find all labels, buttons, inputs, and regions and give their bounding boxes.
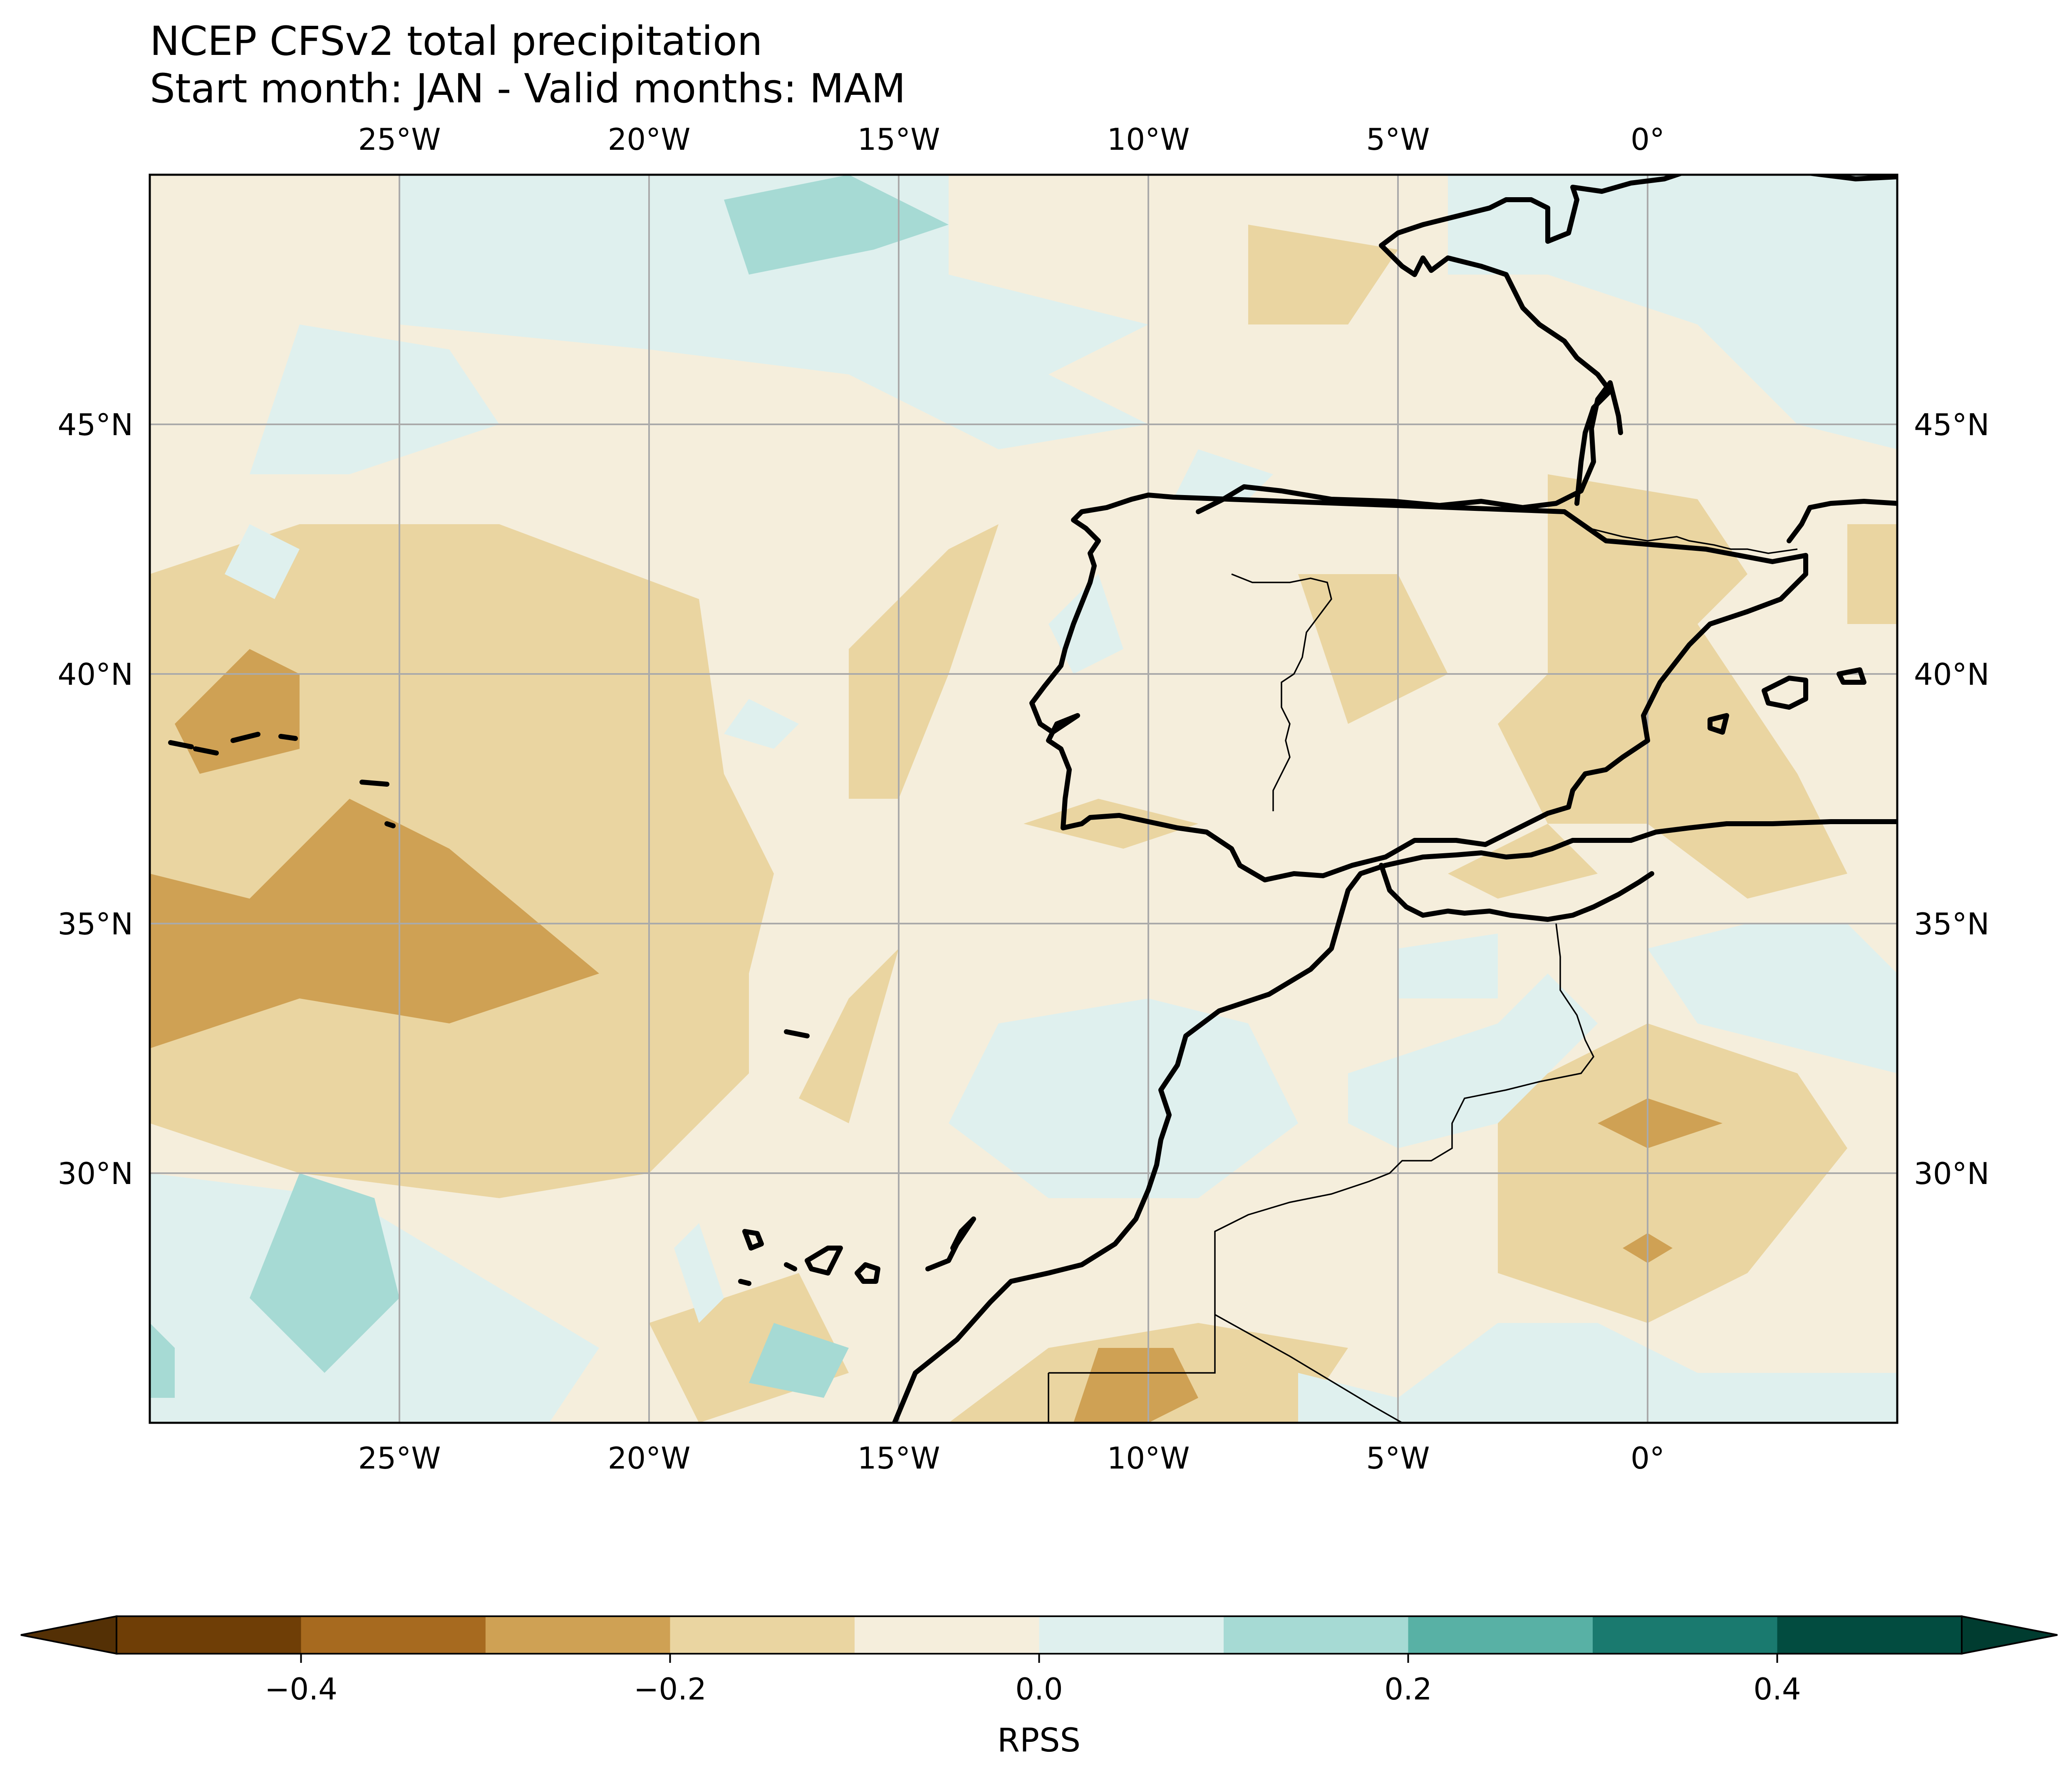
- skill-region-2-4: [1448, 175, 1897, 449]
- colorbar-segment: [855, 1616, 1039, 1654]
- mallorca: [1762, 676, 1808, 710]
- national-borders: [1048, 511, 1798, 1423]
- colorbar-label: RPSS: [997, 1722, 1081, 1759]
- top-lon-label: 25°W: [358, 122, 441, 157]
- canary-islands: [738, 1216, 976, 1286]
- colorbar-segments: [20, 1615, 2058, 1655]
- colorbar-tick-label: 0.4: [1753, 1672, 1801, 1707]
- colorbar-segment: [670, 1616, 855, 1654]
- colorbar-segment: [1224, 1616, 1408, 1654]
- top-lon-label: 20°W: [608, 122, 691, 157]
- bottom-lon-label: 10°W: [1107, 1441, 1190, 1476]
- top-lon-label: 0°: [1631, 122, 1665, 157]
- colorbar-tick-label: 0.0: [1015, 1672, 1063, 1707]
- bottom-lon-label: 15°W: [858, 1441, 940, 1476]
- africa-coastline: [892, 819, 1897, 1423]
- skill-region-0-4: [1298, 574, 1448, 724]
- left-lat-label: 35°N: [58, 907, 133, 941]
- western-sahara-border: [1048, 1314, 1403, 1423]
- top-lon-label: 15°W: [858, 122, 940, 157]
- skill-region-0-1: [849, 524, 999, 799]
- skill-region-3-0: [724, 175, 949, 275]
- madeira: [784, 1029, 810, 1038]
- skill-region-2-8: [674, 1223, 724, 1323]
- skill-region-2-1: [250, 324, 499, 474]
- map-panel: 25°W 25°W 20°W 20°W 15°W 15°W 10°W 10°W 5°W 5°W 0°…: [58, 122, 1990, 1476]
- azores: [168, 732, 396, 828]
- skill-region-0-11: [1248, 225, 1398, 324]
- colorbar-segment: [1039, 1616, 1224, 1654]
- skill-region-3-3: [749, 1323, 849, 1398]
- colorbar-tick-label: 0.2: [1384, 1672, 1432, 1707]
- skill-region-0-6: [1498, 624, 1847, 899]
- bottom-lon-label: 25°W: [358, 1441, 441, 1476]
- skill-region-2-2: [225, 524, 300, 599]
- bottom-lon-label: 20°W: [608, 1441, 691, 1476]
- right-lat-label: 35°N: [1914, 907, 1989, 941]
- colorbar-extend-high: [1961, 1615, 2058, 1655]
- colorbar-segment: [1777, 1616, 1962, 1654]
- colorbar-ticks: −0.4 −0.2 0.0 0.2 0.4: [265, 1654, 1801, 1707]
- france-spain-border: [1564, 511, 1798, 554]
- colorbar-segment: [486, 1616, 670, 1654]
- skill-region-2-6: [724, 699, 799, 749]
- colorbar-tick-label: −0.2: [634, 1672, 706, 1707]
- right-lat-label: 30°N: [1914, 1156, 1989, 1191]
- skill-region-2-11: [1398, 934, 1498, 998]
- morocco-algeria-border: [1214, 923, 1595, 1315]
- skill-region-2-0: [399, 175, 1148, 449]
- top-lon-label: 10°W: [1107, 122, 1190, 157]
- gridlines: [150, 175, 1897, 1423]
- bottom-lon-label: 5°W: [1366, 1441, 1430, 1476]
- france-coastline: [1379, 175, 1897, 506]
- left-lat-label: 45°N: [58, 407, 133, 442]
- left-lat-label: 40°N: [58, 657, 133, 692]
- skill-region-0-14: [1847, 524, 1897, 624]
- skill-region-1-3: [1598, 1098, 1723, 1148]
- menorca: [1837, 667, 1866, 685]
- skill-region-1-0: [175, 649, 300, 774]
- skill-region-2-13: [1298, 1323, 1897, 1423]
- right-lat-label: 45°N: [1914, 407, 1989, 442]
- portugal-spain-border: [1231, 573, 1332, 811]
- skill-region-0-2: [799, 949, 899, 1123]
- right-lat-label: 40°N: [1914, 657, 1989, 692]
- map-frame: [149, 173, 1899, 1424]
- title-line-1: NCEP CFSv2 total precipitation: [150, 18, 763, 64]
- colorbar-segment: [1408, 1616, 1593, 1654]
- skill-region-0-7: [1448, 824, 1598, 899]
- iberia-coastline: [1029, 380, 1808, 882]
- alboran-coastline: [1379, 863, 1654, 922]
- skill-region-1-2: [1073, 1348, 1198, 1423]
- top-lon-label: 5°W: [1366, 122, 1430, 157]
- skill-region-2-10: [1348, 973, 1598, 1148]
- colorbar: −0.4 −0.2 0.0 0.2 0.4 RPSS: [20, 1615, 2058, 1759]
- title-line-2: Start month: JAN - Valid months: MAM: [150, 65, 906, 112]
- colorbar-segment: [116, 1616, 301, 1654]
- colorbar-tick-label: −0.4: [265, 1672, 337, 1707]
- skill-region-2-9: [949, 998, 1298, 1198]
- colorbar-extend-low: [20, 1615, 117, 1655]
- colorbar-segment: [1593, 1616, 1777, 1654]
- left-lat-label: 30°N: [58, 1156, 133, 1191]
- skill-region-3-1: [250, 1173, 399, 1373]
- skill-field: [150, 175, 1897, 1423]
- skill-region-3-2: [150, 1323, 175, 1398]
- axis-tick-labels: 25°W 25°W 20°W 20°W 15°W 15°W 10°W 10°W 5°W 5°W 0°…: [58, 122, 1990, 1476]
- gulf-of-lion-coastline: [1787, 499, 1897, 543]
- skill-region-2-12: [1648, 924, 1897, 1073]
- skill-region-0-3: [1024, 799, 1198, 849]
- colorbar-segment: [301, 1616, 486, 1654]
- bottom-lon-label: 0°: [1631, 1441, 1665, 1476]
- coastlines: [168, 175, 1897, 1423]
- ibiza: [1708, 713, 1729, 735]
